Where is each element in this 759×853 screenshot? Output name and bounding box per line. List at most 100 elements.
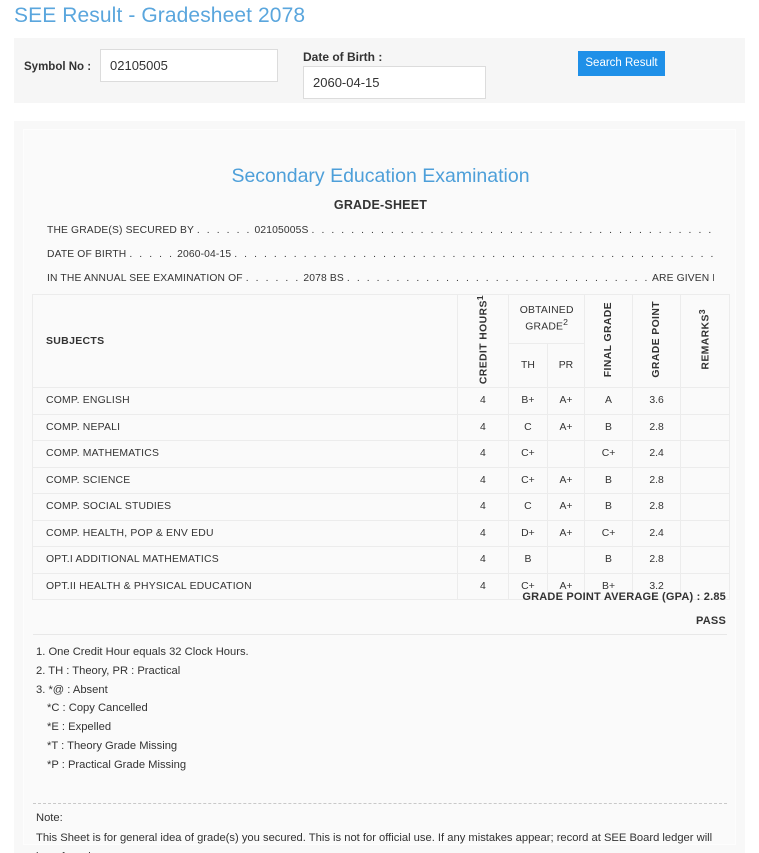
date-of-birth-input[interactable] [303,66,486,99]
info-value-symbol: 02105005S [254,225,309,236]
header-remarks-label: REMARKS [700,314,712,370]
cell-pr: A+ [546,466,586,495]
cell-remarks [680,466,730,495]
footnotes-list: 1. One Credit Hour equals 32 Clock Hours… [36,643,716,775]
header-credit-hours-sup: 1 [474,295,485,301]
cell-grade-point: 2.8 [631,546,682,574]
info-prefix: IN THE ANNUAL SEE EXAMINATION OF [47,273,243,284]
cell-grade-point: 2.8 [631,466,682,495]
cell-final-grade: B [584,413,633,442]
table-row: COMP. SCIENCE 4 C+ A+ B 2.8 [32,466,730,495]
footnote-item: *T : Theory Grade Missing [47,739,178,752]
header-obtained-grade-sup: 2 [563,317,569,328]
cell-final-grade: B [584,546,633,574]
footnotes-divider [33,634,727,635]
cell-grade-point: 3.6 [631,387,682,415]
info-dots-after: . . . . . . . . . . . . . . . . . . . . … [234,249,714,260]
info-suffix: ARE GIVEN BELOW . . . [651,273,714,284]
cell-th: B [508,546,548,574]
header-th: TH [508,342,548,389]
cell-grade-point: 2.4 [631,519,682,548]
cell-final-grade: A [584,387,633,415]
result-status: PASS [696,615,726,627]
header-final-grade: FINAL GRADE [584,293,633,389]
cell-th: D+ [508,519,548,548]
cell-subject: COMP. SCIENCE [32,466,458,495]
cell-pr: A+ [546,519,586,548]
cell-credit-hours: 4 [456,519,510,548]
cell-pr [546,440,586,468]
cell-credit-hours: 4 [456,387,510,415]
info-dots-after: . . . . . . . . . . . . . . . . . . . . … [311,225,714,236]
grade-table-head: SUBJECTS CREDIT HOURS1 OBTAINED GRADE2 F… [32,293,730,389]
search-result-button[interactable]: Search Result [578,51,665,76]
cell-grade-point: 2.8 [631,413,682,442]
cell-remarks [680,519,730,548]
grade-table-subheader-row: TH PR [33,342,730,389]
header-grade-point-label: GRADE POINT [650,301,662,378]
header-remarks-sup: 3 [696,309,707,315]
cell-subject: COMP. ENGLISH [32,387,458,415]
cell-th: C+ [508,572,548,601]
footnote-item: *P : Practical Grade Missing [47,758,187,771]
cell-subject: COMP. NEPALI [32,413,458,442]
cell-pr: A+ [546,413,586,442]
cell-remarks [680,546,730,574]
table-row: OPT.I ADDITIONAL MATHEMATICS 4 B B 2.8 [32,546,730,574]
cell-credit-hours: 4 [456,413,510,442]
cell-grade-point: 2.4 [631,440,682,468]
cell-th: B+ [508,387,548,415]
cell-remarks [680,572,730,601]
table-row: COMP. NEPALI 4 C A+ B 2.8 [32,413,730,442]
cell-remarks [680,493,730,521]
cell-subject: COMP. HEALTH, POP & ENV EDU [32,519,458,548]
header-grade-point: GRADE POINT [631,293,682,389]
info-dots-before: . . . . . [129,249,175,260]
note-block: Note: This Sheet is for general idea of … [36,809,721,853]
info-value-year: 2078 BS [303,273,344,284]
cell-final-grade: B [584,466,633,495]
date-of-birth-label: Date of Birth : [303,50,383,64]
gpa-line: GRADE POINT AVERAGE (GPA) : 2.85 [522,591,726,603]
cell-credit-hours: 4 [456,493,510,521]
symbol-no-input[interactable] [100,49,278,82]
header-credit-hours: CREDIT HOURS1 [456,293,510,389]
note-divider [33,803,727,804]
table-row: COMP. HEALTH, POP & ENV EDU 4 D+ A+ C+ 2… [32,519,730,548]
gradesheet-inner-panel: Secondary Education Examination GRADE-SH… [23,129,736,853]
header-obtained-grade: OBTAINED GRADE2 [508,294,586,344]
document-label: GRADE-SHEET [333,198,428,212]
cell-credit-hours: 4 [456,440,510,468]
cell-subject: OPT.II HEALTH & PHYSICAL EDUCATION [32,572,458,601]
cell-th: C+ [508,440,548,468]
table-row: COMP. MATHEMATICS 4 C+ C+ 2.4 [32,440,730,468]
gradesheet-card: Secondary Education Examination GRADE-SH… [14,121,745,853]
grade-table-body: COMP. ENGLISH 4 B+ A+ A 3.6 COMP. NEPALI… [32,387,730,601]
info-prefix: THE GRADE(S) SECURED BY [47,225,194,236]
header-final-grade-label: FINAL GRADE [602,301,614,378]
search-form-panel: Symbol No : Date of Birth : Search Resul… [14,38,745,103]
cell-pr: A+ [546,572,586,601]
cell-credit-hours: 4 [456,572,510,601]
cell-subject: COMP. MATHEMATICS [32,440,458,468]
cell-subject: OPT.I ADDITIONAL MATHEMATICS [32,546,458,574]
header-subjects: SUBJECTS [32,293,458,389]
note-label: Note: [36,812,63,824]
cell-th: C [508,413,548,442]
grade-table: SUBJECTS CREDIT HOURS1 OBTAINED GRADE2 F… [32,293,730,601]
info-line-exam-year: IN THE ANNUAL SEE EXAMINATION OF . . . .… [47,273,714,284]
info-line-date-of-birth: DATE OF BIRTH . . . . . 2060-04-15 . . .… [47,249,714,260]
cell-remarks [680,387,730,415]
cell-th: C+ [508,466,548,495]
cell-final-grade: C+ [584,440,633,468]
grade-table-header-row: SUBJECTS CREDIT HOURS1 OBTAINED GRADE2 F… [32,293,730,389]
cell-credit-hours: 4 [456,466,510,495]
footnote-item: 3. *@ : Absent [36,683,108,696]
cell-pr [546,546,586,574]
cell-th: C [508,493,548,521]
footnote-item: 2. TH : Theory, PR : Practical [36,664,181,677]
header-obtained-grade-label: OBTAINED GRADE [519,304,574,333]
cell-grade-point: 3.2 [631,572,682,601]
cell-subject: COMP. SOCIAL STUDIES [32,493,458,521]
note-text: This Sheet is for general idea of grade(… [36,831,713,853]
